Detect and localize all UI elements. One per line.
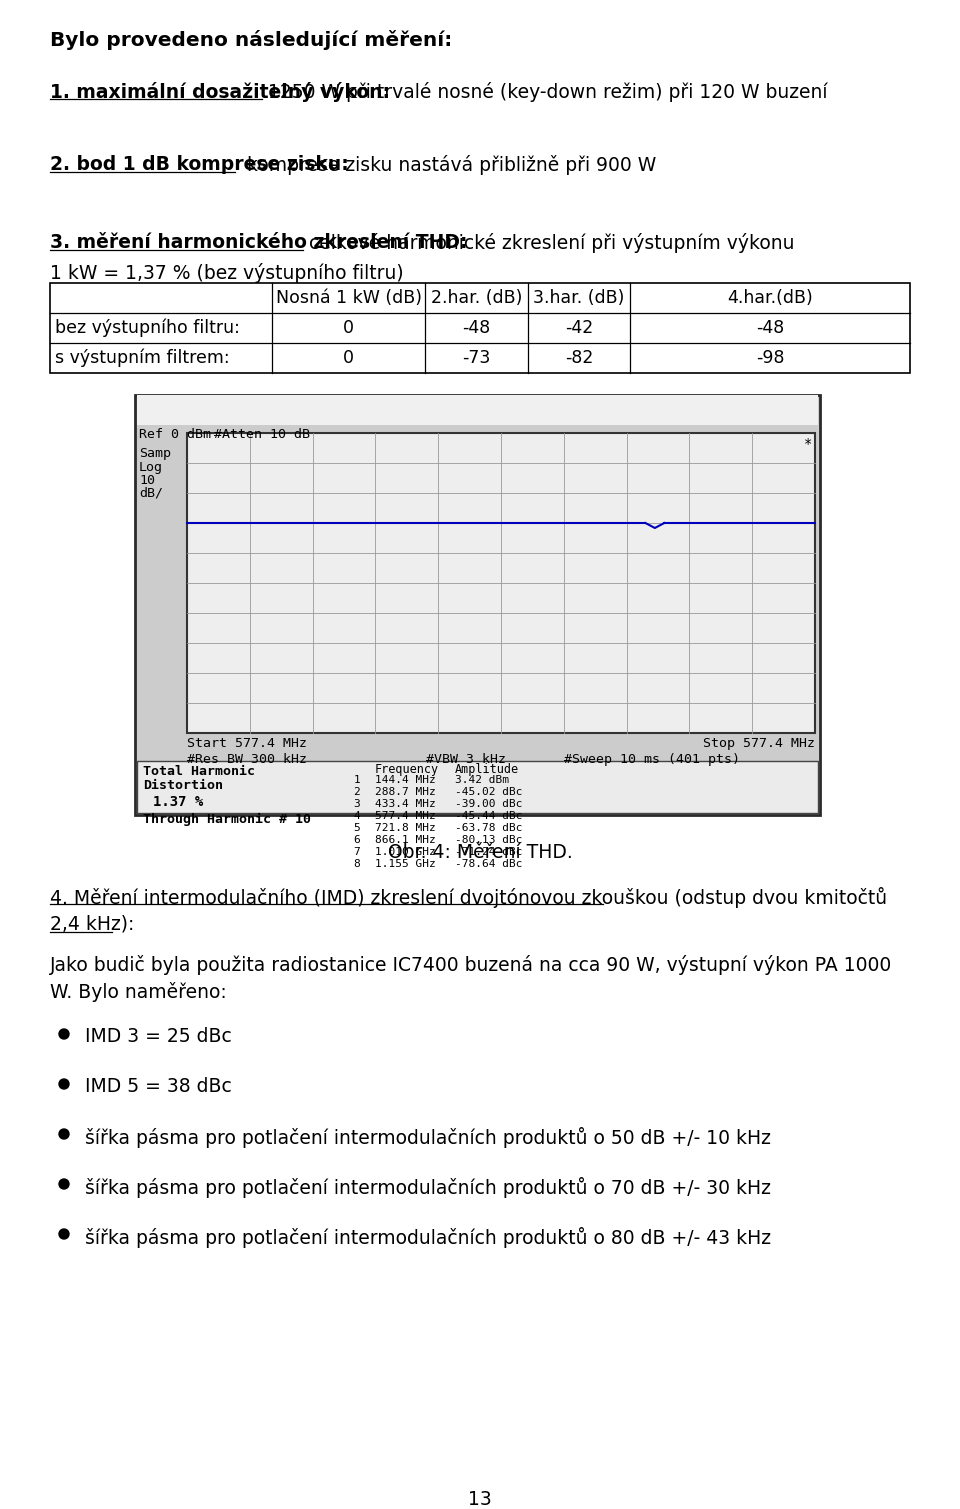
Circle shape [59, 1129, 69, 1139]
Text: 433.4 MHz: 433.4 MHz [375, 798, 436, 809]
Text: #Res BW 300 kHz: #Res BW 300 kHz [187, 753, 307, 767]
Text: 2. bod 1 dB komprese zisku:: 2. bod 1 dB komprese zisku: [50, 155, 348, 174]
Text: s výstupním filtrem:: s výstupním filtrem: [55, 349, 229, 367]
Circle shape [59, 1029, 69, 1040]
Text: 4: 4 [353, 810, 360, 821]
Text: Samp: Samp [139, 447, 171, 460]
Text: Frequency: Frequency [375, 764, 439, 776]
Text: Distortion: Distortion [143, 779, 223, 792]
Text: 1250 W při trvalé nosné (key-down režim) při 120 W buzení: 1250 W při trvalé nosné (key-down režim)… [262, 81, 828, 103]
Text: -48: -48 [756, 318, 784, 337]
Text: 3.har. (dB): 3.har. (dB) [534, 290, 625, 306]
Text: 0: 0 [343, 318, 354, 337]
Text: 1.010 GHz: 1.010 GHz [375, 847, 436, 857]
Text: 8: 8 [353, 859, 360, 869]
Text: -39.00 dBc: -39.00 dBc [455, 798, 522, 809]
Text: -71.24 dBc: -71.24 dBc [455, 847, 522, 857]
Text: Total Harmonic: Total Harmonic [143, 765, 255, 779]
Text: 3: 3 [353, 798, 360, 809]
Text: 1. maximální dosažitelný výkon:: 1. maximální dosažitelný výkon: [50, 81, 390, 103]
Text: #Sweep 10 ms (401 pts): #Sweep 10 ms (401 pts) [564, 753, 740, 767]
Text: šířka pásma pro potlačení intermodulačních produktů o 50 dB +/- 10 kHz: šířka pásma pro potlačení intermodulační… [85, 1127, 771, 1148]
Bar [137, 761, 818, 813]
Text: Jako budič byla použita radiostanice IC7400 buzená na cca 90 W, výstupní výkon P: Jako budič byla použita radiostanice IC7… [50, 955, 892, 975]
Text: dB/: dB/ [139, 487, 163, 499]
Text: Amplitude: Amplitude [455, 764, 519, 776]
Text: 1.37 %: 1.37 % [153, 795, 204, 809]
Bar [187, 433, 815, 733]
Text: šířka pásma pro potlačení intermodulačních produktů o 70 dB +/- 30 kHz: šířka pásma pro potlačení intermodulační… [85, 1177, 771, 1198]
Text: -48: -48 [463, 318, 491, 337]
Circle shape [59, 1179, 69, 1189]
Text: -80.13 dBc: -80.13 dBc [455, 834, 522, 845]
Text: Stop 577.4 MHz: Stop 577.4 MHz [703, 736, 815, 750]
Text: 577.4 MHz: 577.4 MHz [375, 810, 436, 821]
Text: -98: -98 [756, 349, 784, 367]
Text: -42: -42 [564, 318, 593, 337]
Text: 866.1 MHz: 866.1 MHz [375, 834, 436, 845]
Text: Obr. 4: Měření THD.: Obr. 4: Měření THD. [388, 844, 572, 862]
Text: celkové harmonické zkreslení při výstupním výkonu: celkové harmonické zkreslení při výstupn… [303, 232, 795, 254]
Text: -82: -82 [564, 349, 593, 367]
Text: 7: 7 [353, 847, 360, 857]
Text: Start 577.4 MHz: Start 577.4 MHz [187, 736, 307, 750]
Text: 4. Měření intermodulačního (IMD) zkreslení dvojtónovou zkouškou (odstup dvou kmi: 4. Měření intermodulačního (IMD) zkresle… [50, 887, 887, 908]
Text: 3.42 dBm: 3.42 dBm [455, 776, 509, 785]
Text: 1: 1 [353, 776, 360, 785]
Text: IMD 3 = 25 dBc: IMD 3 = 25 dBc [85, 1028, 231, 1046]
Text: 5: 5 [353, 822, 360, 833]
Text: -73: -73 [463, 349, 491, 367]
Text: 6: 6 [353, 834, 360, 845]
Text: Through Harmonic # 10: Through Harmonic # 10 [143, 813, 311, 825]
Text: *: * [804, 438, 812, 451]
Text: -45.02 dBc: -45.02 dBc [455, 788, 522, 797]
Text: 144.4 MHz: 144.4 MHz [375, 776, 436, 785]
Text: #VBW 3 kHz: #VBW 3 kHz [425, 753, 506, 767]
Text: šířka pásma pro potlačení intermodulačních produktů o 80 dB +/- 43 kHz: šířka pásma pro potlačení intermodulační… [85, 1227, 771, 1248]
Circle shape [59, 1079, 69, 1089]
Text: 3. měření harmonického zkreslení THD:: 3. měření harmonického zkreslení THD: [50, 232, 468, 252]
Circle shape [59, 1228, 69, 1239]
Text: 2,4 kHz):: 2,4 kHz): [50, 914, 134, 934]
Text: 10: 10 [139, 474, 155, 487]
Text: Nosná 1 kW (dB): Nosná 1 kW (dB) [276, 290, 421, 306]
Text: 2: 2 [353, 788, 360, 797]
Text: 1 kW = 1,37 % (bez výstupního filtru): 1 kW = 1,37 % (bez výstupního filtru) [50, 263, 403, 284]
Text: -78.64 dBc: -78.64 dBc [455, 859, 522, 869]
Text: 2.har. (dB): 2.har. (dB) [431, 290, 522, 306]
Text: W. Bylo naměřeno:: W. Bylo naměřeno: [50, 982, 227, 1002]
Text: -45.44 dBc: -45.44 dBc [455, 810, 522, 821]
Bar [135, 395, 820, 815]
Text: 0: 0 [343, 349, 354, 367]
Text: Log: Log [139, 462, 163, 474]
Text: komprese zisku nastává přibližně při 900 W: komprese zisku nastává přibližně při 900… [235, 155, 657, 175]
Text: IMD 5 = 38 dBc: IMD 5 = 38 dBc [85, 1077, 231, 1096]
Text: 721.8 MHz: 721.8 MHz [375, 822, 436, 833]
Text: bez výstupního filtru:: bez výstupního filtru: [55, 318, 240, 337]
Text: Bylo provedeno následující měření:: Bylo provedeno následující měření: [50, 30, 452, 50]
Text: #Atten 10 dB: #Atten 10 dB [214, 429, 310, 441]
Text: Ref 0 dBm: Ref 0 dBm [139, 429, 211, 441]
Text: 4.har.(dB): 4.har.(dB) [727, 290, 813, 306]
Text: 288.7 MHz: 288.7 MHz [375, 788, 436, 797]
Text: 1.155 GHz: 1.155 GHz [375, 859, 436, 869]
Bar [50, 284, 910, 373]
Text: 13: 13 [468, 1489, 492, 1509]
Text: -63.78 dBc: -63.78 dBc [455, 822, 522, 833]
Bar [137, 395, 818, 426]
